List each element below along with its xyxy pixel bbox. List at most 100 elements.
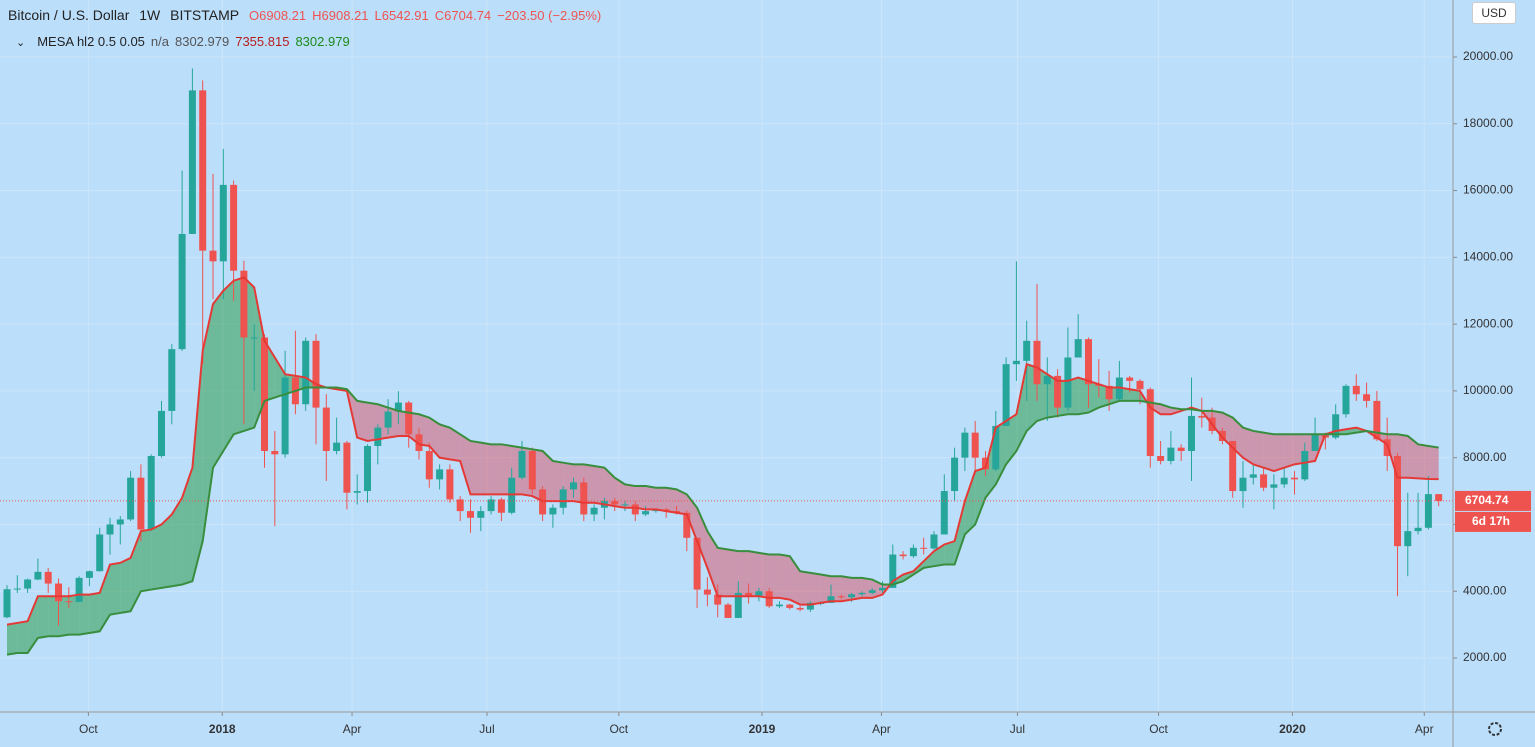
cloud-segment <box>17 621 28 654</box>
candle-body <box>353 491 361 493</box>
candle-body <box>1301 450 1309 480</box>
candle-body <box>168 349 176 411</box>
header: Bitcoin / U.S. Dollar 1W BITSTAMP O6908.… <box>8 7 613 23</box>
currency-button[interactable]: USD <box>1472 2 1516 24</box>
cloud-segment <box>655 487 667 512</box>
indicator-value: 8302.979 <box>295 34 350 49</box>
candle-body <box>55 583 63 602</box>
candle-body <box>1023 340 1031 361</box>
candle-body <box>569 482 577 490</box>
candle-body <box>1167 447 1175 462</box>
candle-body <box>858 592 866 595</box>
candle-body <box>940 491 948 535</box>
candle-body <box>889 554 897 588</box>
candle-body <box>96 534 104 572</box>
indicator-line <box>6 386 1439 656</box>
x-tick-label: Oct <box>609 722 628 736</box>
candle-body <box>992 425 1000 470</box>
indicator-value: 7355.815 <box>235 34 290 49</box>
high-value: 6908.21 <box>321 8 369 23</box>
candle-body <box>899 554 907 557</box>
candle-body <box>518 450 526 478</box>
cloud-segment <box>1428 445 1439 480</box>
interval: 1W <box>139 7 161 23</box>
cloud-segment <box>480 442 492 495</box>
cloud-segment <box>58 596 69 637</box>
candle-body <box>106 524 114 535</box>
y-tick-label: 20000.00 <box>1463 49 1513 63</box>
cloud-segment <box>666 487 677 513</box>
candle-body <box>1270 484 1278 488</box>
candle-body <box>85 571 93 578</box>
indicator-fill <box>7 277 1439 655</box>
candle-body <box>1373 400 1381 440</box>
candle-body <box>1311 434 1319 451</box>
candle-body <box>806 602 814 610</box>
cloud-segment <box>800 571 811 605</box>
candle-body <box>775 604 783 607</box>
ohlc-prefix: H <box>312 8 322 23</box>
cloud-segment <box>151 524 162 590</box>
candle-body <box>75 577 83 602</box>
last-price-box <box>1455 490 1531 511</box>
ohlc: O6908.21 H6908.21 L6542.91 C6704.74 −203.50 … <box>249 8 607 23</box>
cloud-segment <box>604 467 615 507</box>
candle-body <box>1239 477 1247 492</box>
candle-body <box>116 519 124 525</box>
candle-body <box>642 511 650 515</box>
candle-body <box>1435 494 1443 501</box>
candle-body <box>1105 385 1113 400</box>
cloud-segment <box>717 547 728 597</box>
cloud-segment <box>1284 434 1295 468</box>
cloud-segment <box>830 576 842 602</box>
x-tick-label: Apr <box>872 722 891 736</box>
cloud-segment <box>130 531 141 612</box>
candle-body <box>188 90 196 234</box>
candle-body <box>456 499 464 512</box>
candle-body <box>405 402 413 435</box>
candle-body <box>1054 375 1062 408</box>
cloud-segment <box>861 577 873 598</box>
candle-body <box>436 469 444 480</box>
cloud-segment <box>645 486 656 510</box>
ohlc-prefix: O <box>249 8 260 23</box>
cloud-segment <box>686 494 698 542</box>
x-tick-label: Oct <box>79 722 98 736</box>
open-value: 6908.21 <box>259 8 307 23</box>
candle-body <box>1126 377 1134 381</box>
y-tick-label: 8000.00 <box>1463 450 1507 464</box>
candle-body <box>611 501 619 505</box>
candle-body <box>487 499 495 512</box>
cloud-segment <box>99 564 111 632</box>
cloud-segment <box>1253 430 1264 468</box>
candle-body <box>1290 477 1298 480</box>
cloud-segment <box>954 501 965 565</box>
ohlc-prefix: L <box>374 8 382 23</box>
candle-body <box>827 596 835 603</box>
candle-body <box>466 511 474 518</box>
cloud-segment <box>110 562 121 615</box>
candle-body <box>65 601 73 603</box>
candle-body <box>3 589 11 618</box>
candle-body <box>971 432 979 458</box>
candle-body <box>44 571 52 584</box>
cloud-segment <box>923 551 934 568</box>
settings-icon[interactable] <box>1488 722 1502 736</box>
cloud-segment <box>676 489 687 515</box>
cloud-segment <box>460 434 471 495</box>
candle-body <box>477 511 485 518</box>
cloud-segment <box>140 529 152 592</box>
cloud-segment <box>357 400 368 441</box>
cloud-segment <box>594 466 605 505</box>
cloud-segment <box>120 557 131 613</box>
x-tick-label: Apr <box>343 722 362 736</box>
collapse-icon[interactable]: ⌄ <box>16 37 26 49</box>
candle-body <box>158 410 166 457</box>
candle-body <box>961 432 969 458</box>
cloud-segment <box>975 467 986 525</box>
cloud-segment <box>635 486 646 510</box>
cloud-segment <box>37 596 49 638</box>
candle-body <box>199 90 207 251</box>
candle-body <box>302 340 310 405</box>
candle-body <box>1404 531 1412 547</box>
